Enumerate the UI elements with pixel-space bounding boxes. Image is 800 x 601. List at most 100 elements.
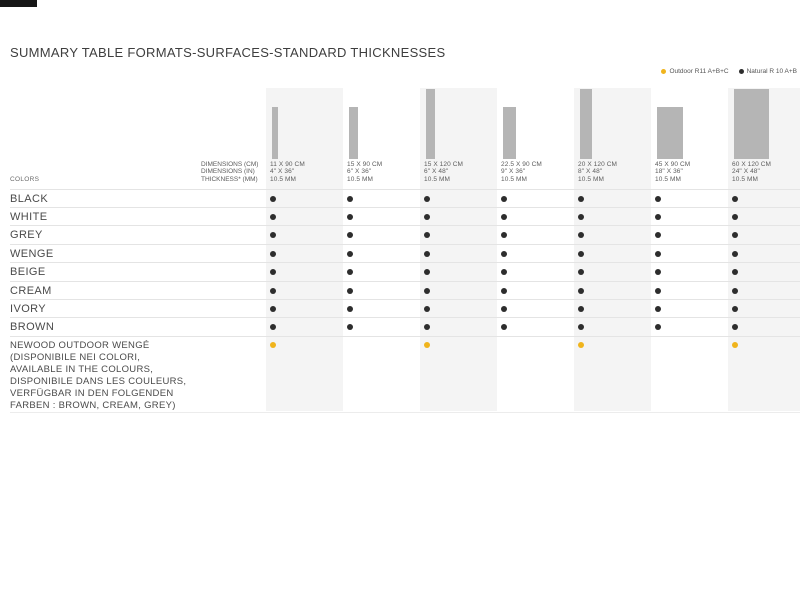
format-dimensions-cm: 11 X 90 CM — [270, 161, 305, 168]
format-dimensions-in: 6" X 48" — [424, 168, 449, 176]
format-dimensions-in: 18" X 36" — [655, 168, 683, 176]
availability-dot-natural — [732, 232, 738, 239]
newood-note: NEWOOD OUTDOOR WENGÉ (DISPONIBILE NEI COL… — [10, 340, 186, 411]
legend: Outdoor R11 A+B+C Natural R 10 A+B — [661, 68, 797, 75]
format-spec: 15 X 90 CM 6" X 36" 10.5 MM — [347, 161, 382, 183]
color-row: CREAM — [10, 280, 800, 300]
format-dimensions-in: 9" X 36" — [501, 168, 526, 176]
format-thickness-mm: 10.5 MM — [424, 175, 450, 183]
format-spec: 20 X 120 CM 8" X 48" 10.5 MM — [578, 161, 617, 183]
availability-dot-natural — [732, 214, 738, 221]
column-stripe — [266, 88, 343, 411]
availability-dot-natural — [347, 287, 353, 294]
availability-dot-natural — [347, 232, 353, 239]
availability-dot-natural — [424, 287, 430, 294]
newood-note-line: FARBEN : BROWN, CREAM, GREY) — [10, 399, 176, 411]
tile-shape-icon — [349, 106, 358, 159]
newood-note-line: VERFÜGBAR IN DEN FOLGENDEN — [10, 387, 174, 399]
availability-dot-natural — [424, 324, 430, 331]
availability-dot-natural — [270, 195, 276, 202]
format-spec: 45 X 90 CM 18" X 36" 10.5 MM — [655, 161, 690, 183]
availability-dot-natural — [501, 250, 507, 257]
availability-dot-natural — [732, 306, 738, 313]
spec-label-dimensions-in: DIMENSIONS (IN) — [201, 168, 255, 176]
availability-dot-natural — [270, 269, 276, 276]
tile-shape-icon — [734, 89, 769, 159]
color-row: BROWN — [10, 317, 800, 336]
tile-shape-icon — [503, 106, 517, 159]
availability-dot-natural — [655, 269, 661, 276]
color-row: IVORY — [10, 298, 800, 318]
legend-label: Natural R 10 A+B — [746, 68, 797, 75]
page-corner-marker — [0, 0, 37, 7]
availability-dot-natural — [578, 287, 584, 294]
availability-dot-natural — [270, 214, 276, 221]
availability-dot-natural — [655, 232, 661, 239]
tile-shape-icon — [657, 106, 684, 159]
availability-dot-natural — [424, 232, 430, 239]
color-row-label: GREY — [10, 229, 43, 242]
format-thickness-mm: 10.5 MM — [578, 175, 604, 183]
format-spec: 22.5 X 90 CM 9" X 36" 10.5 MM — [501, 161, 542, 183]
legend-item-outdoor: Outdoor R11 A+B+C — [661, 68, 729, 75]
format-spec: 15 X 120 CM 6" X 48" 10.5 MM — [424, 161, 463, 183]
availability-dot-natural — [655, 287, 661, 294]
format-dimensions-cm: 22.5 X 90 CM — [501, 161, 542, 168]
availability-dot-natural — [578, 250, 584, 257]
format-thickness-mm: 10.5 MM — [270, 175, 296, 183]
color-row-label: CREAM — [10, 284, 52, 297]
format-spec: 60 X 120 CM 24" X 48" 10.5 MM — [732, 161, 771, 183]
spec-label-dimensions-cm: DIMENSIONS (CM) — [201, 161, 259, 168]
newood-note-line: NEWOOD OUTDOOR WENGÉ — [10, 340, 150, 352]
availability-dot-natural — [655, 306, 661, 313]
format-thickness-mm: 10.5 MM — [501, 175, 527, 183]
availability-dot-natural — [347, 250, 353, 257]
page-title: SUMMARY TABLE FORMATS-SURFACES-STANDARD … — [10, 45, 446, 60]
availability-dot-natural — [424, 306, 430, 313]
availability-dot-natural — [655, 214, 661, 221]
color-row-label: BEIGE — [10, 266, 46, 279]
availability-dot-natural — [578, 306, 584, 313]
availability-dot-natural — [501, 306, 507, 313]
format-dimensions-in: 24" X 48" — [732, 168, 760, 176]
format-dimensions-in: 4" X 36" — [270, 168, 295, 176]
availability-dot-natural — [270, 306, 276, 313]
color-row: BLACK — [10, 188, 800, 208]
format-dimensions-cm: 20 X 120 CM — [578, 161, 618, 168]
availability-dot-natural — [501, 287, 507, 294]
color-row: WHITE — [10, 206, 800, 226]
color-row: GREY — [10, 225, 800, 244]
availability-dot-natural — [424, 250, 430, 257]
newood-outdoor-row: NEWOOD OUTDOOR WENGÉ (DISPONIBILE NEI COL… — [10, 335, 800, 414]
availability-dot-outdoor — [270, 342, 276, 349]
availability-dot-natural — [501, 214, 507, 221]
availability-dot-natural — [424, 195, 430, 202]
availability-dot-natural — [501, 324, 507, 331]
color-row-label: BLACK — [10, 192, 49, 205]
legend-item-natural: Natural R 10 A+B — [738, 68, 797, 75]
format-thickness-mm: 10.5 MM — [732, 175, 758, 183]
availability-dot-natural — [578, 232, 584, 239]
color-row-label: BROWN — [10, 321, 55, 334]
legend-label: Outdoor R11 A+B+C — [669, 68, 729, 75]
format-dimensions-cm: 45 X 90 CM — [655, 161, 691, 168]
natural-dot-icon — [738, 69, 744, 74]
spec-label-thickness-mm: THICKNESS* (MM) — [201, 175, 258, 183]
format-thickness-mm: 10.5 MM — [347, 175, 373, 183]
availability-dot-natural — [732, 195, 738, 202]
newood-note-line: AVAILABLE IN THE COLOURS, — [10, 364, 154, 376]
availability-dot-natural — [655, 250, 661, 257]
availability-dot-natural — [270, 324, 276, 331]
availability-dot-natural — [501, 269, 507, 276]
format-dimensions-cm: 60 X 120 CM — [732, 161, 772, 168]
availability-dot-natural — [347, 214, 353, 221]
availability-dot-natural — [347, 269, 353, 276]
availability-dot-outdoor — [578, 342, 584, 349]
availability-dot-natural — [578, 269, 584, 276]
outdoor-dot-icon — [661, 69, 667, 74]
availability-dot-natural — [578, 195, 584, 202]
availability-dot-natural — [347, 306, 353, 313]
availability-dot-natural — [347, 195, 353, 202]
format-dimensions-in: 6" X 36" — [347, 168, 372, 176]
availability-dot-natural — [732, 269, 738, 276]
